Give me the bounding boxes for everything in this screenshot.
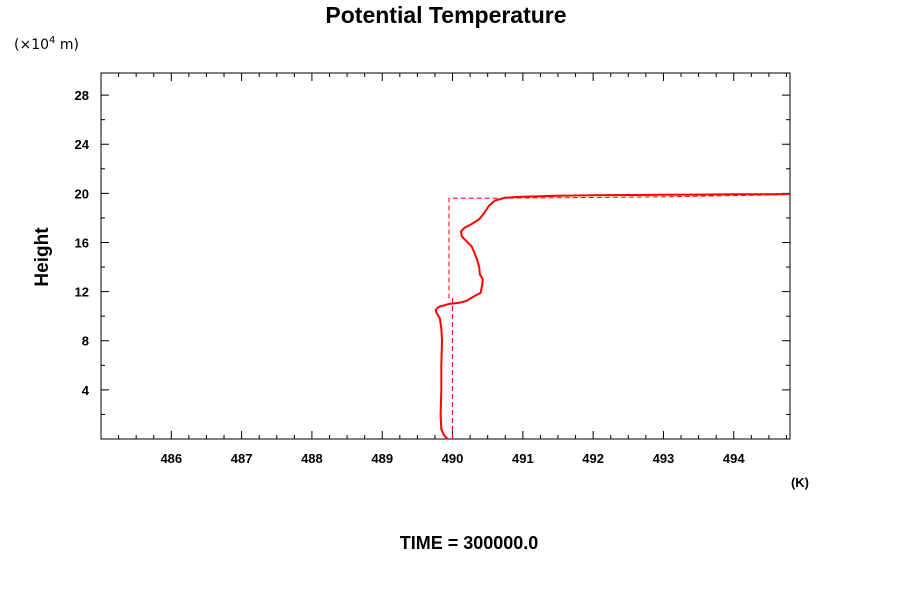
y-axis-unit: (×104 m) xyxy=(14,35,79,53)
plot-frame xyxy=(100,72,791,440)
x-tick-label: 489 xyxy=(371,451,393,466)
x-tick-label: 491 xyxy=(512,451,534,466)
x-tick-label: 492 xyxy=(582,451,604,466)
time-label: TIME = 300000.0 xyxy=(400,533,539,553)
series-group xyxy=(434,193,791,440)
x-tick-label: 488 xyxy=(301,451,323,466)
y-unit-suffix: m) xyxy=(55,37,79,53)
y-tick-label: 8 xyxy=(82,334,89,349)
x-tick-label: 486 xyxy=(160,451,182,466)
y-tick-labels: 4 8 12 16 20 24 28 xyxy=(75,88,90,398)
y-tick-label: 24 xyxy=(75,137,90,152)
x-tick-label: 490 xyxy=(442,451,464,466)
x-axis-unit: (K) xyxy=(791,475,809,490)
y-tick-label: 20 xyxy=(75,186,89,201)
y-unit-exponent: 4 xyxy=(49,35,55,46)
y-tick-label: 12 xyxy=(75,285,89,300)
x-tick-label: 487 xyxy=(231,451,253,466)
temperature-profile-line xyxy=(434,193,791,440)
reference-profile-line xyxy=(448,194,791,439)
y-axis-label: Height xyxy=(32,227,53,287)
y-unit-prefix: (×10 xyxy=(14,37,49,53)
chart-title: Potential Temperature xyxy=(325,2,566,28)
axis-ticks xyxy=(101,73,790,439)
y-tick-label: 28 xyxy=(75,88,89,103)
x-tick-label: 493 xyxy=(653,451,675,466)
y-tick-label: 16 xyxy=(75,235,89,250)
x-tick-labels: 486 487 488 489 490 491 492 493 494 xyxy=(160,451,745,466)
y-tick-label: 4 xyxy=(82,383,90,398)
x-tick-label: 494 xyxy=(723,451,745,466)
